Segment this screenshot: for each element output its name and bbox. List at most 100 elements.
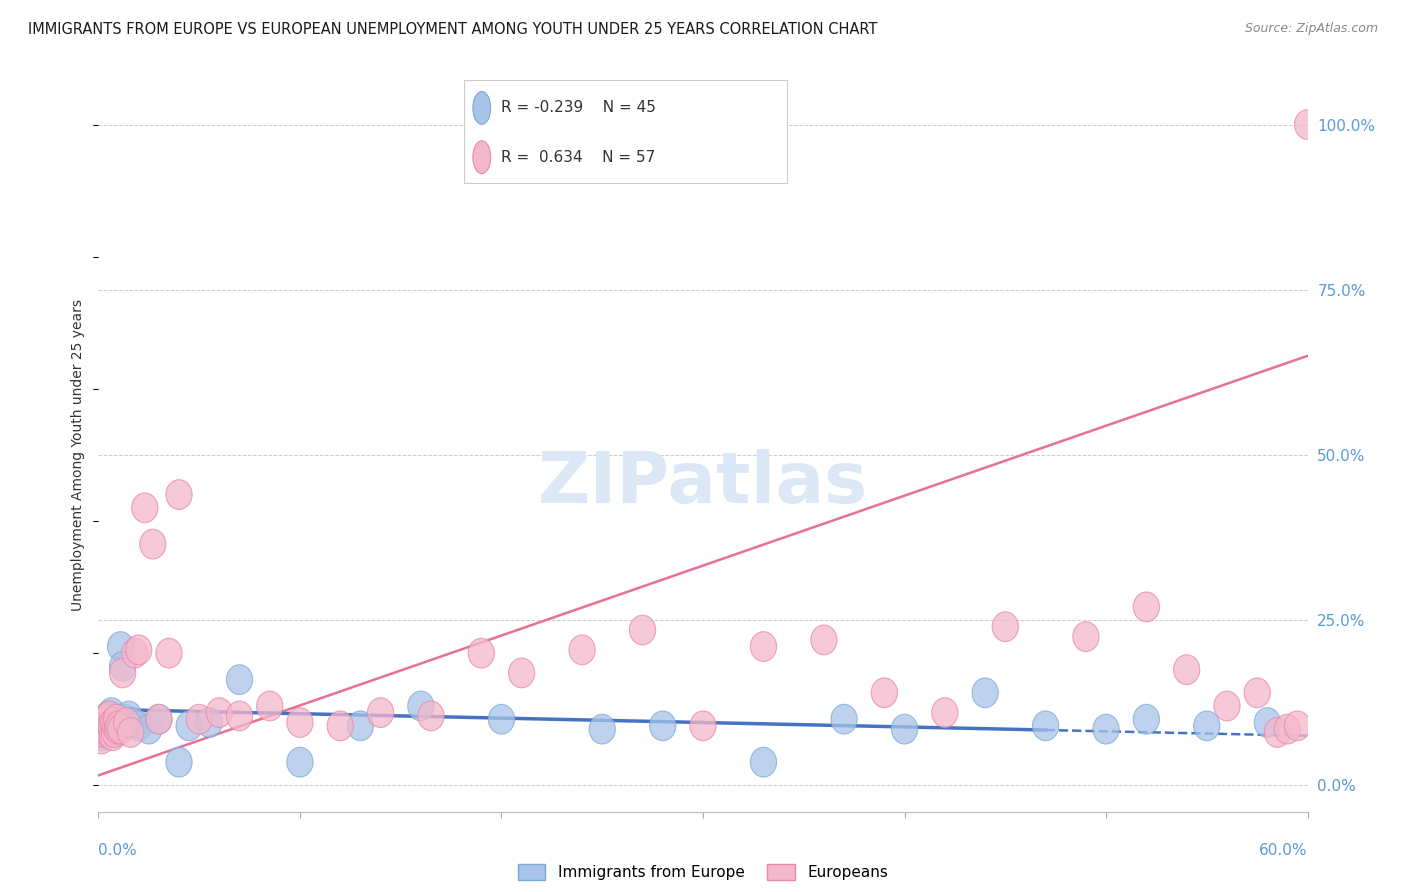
Ellipse shape	[114, 707, 139, 738]
Ellipse shape	[891, 714, 918, 744]
Ellipse shape	[139, 529, 166, 559]
Ellipse shape	[1133, 592, 1160, 622]
Ellipse shape	[87, 714, 114, 744]
Ellipse shape	[226, 701, 253, 731]
Ellipse shape	[347, 711, 374, 740]
Ellipse shape	[101, 717, 128, 747]
Ellipse shape	[166, 747, 193, 777]
Ellipse shape	[104, 714, 131, 744]
Ellipse shape	[125, 635, 152, 665]
Ellipse shape	[100, 717, 127, 747]
Ellipse shape	[93, 705, 120, 734]
Ellipse shape	[90, 717, 117, 747]
Ellipse shape	[97, 714, 124, 744]
Ellipse shape	[97, 711, 124, 740]
Ellipse shape	[328, 711, 353, 740]
Ellipse shape	[110, 658, 136, 688]
Ellipse shape	[93, 705, 118, 734]
Ellipse shape	[1213, 691, 1240, 721]
Ellipse shape	[100, 721, 125, 750]
Ellipse shape	[104, 705, 129, 734]
Ellipse shape	[93, 707, 120, 738]
Ellipse shape	[125, 711, 152, 740]
Ellipse shape	[1244, 678, 1270, 707]
Ellipse shape	[98, 714, 125, 744]
Ellipse shape	[104, 711, 131, 740]
Ellipse shape	[98, 698, 125, 728]
Ellipse shape	[257, 691, 283, 721]
Ellipse shape	[751, 632, 776, 661]
Ellipse shape	[91, 714, 118, 744]
Ellipse shape	[226, 665, 253, 695]
Ellipse shape	[90, 711, 115, 740]
Ellipse shape	[972, 678, 998, 707]
Ellipse shape	[569, 635, 595, 665]
Ellipse shape	[97, 701, 122, 731]
Ellipse shape	[287, 707, 314, 738]
Ellipse shape	[186, 705, 212, 734]
Ellipse shape	[103, 707, 129, 738]
Legend: Immigrants from Europe, Europeans: Immigrants from Europe, Europeans	[512, 858, 894, 886]
Ellipse shape	[811, 625, 837, 655]
Ellipse shape	[146, 705, 172, 734]
Ellipse shape	[115, 701, 142, 731]
Ellipse shape	[1032, 711, 1059, 740]
Ellipse shape	[104, 714, 129, 744]
Ellipse shape	[176, 711, 202, 740]
Ellipse shape	[94, 717, 121, 747]
Ellipse shape	[418, 701, 444, 731]
Ellipse shape	[690, 711, 716, 740]
Ellipse shape	[509, 658, 534, 688]
Ellipse shape	[103, 711, 129, 740]
Ellipse shape	[287, 747, 314, 777]
Ellipse shape	[132, 493, 157, 523]
Ellipse shape	[118, 717, 143, 747]
Ellipse shape	[96, 701, 121, 731]
Ellipse shape	[1274, 714, 1301, 744]
Ellipse shape	[100, 707, 127, 738]
Ellipse shape	[93, 714, 118, 744]
Ellipse shape	[146, 705, 172, 734]
Ellipse shape	[105, 705, 132, 734]
Ellipse shape	[831, 705, 858, 734]
Ellipse shape	[94, 711, 121, 740]
Ellipse shape	[1073, 622, 1099, 651]
Ellipse shape	[650, 711, 676, 740]
Ellipse shape	[1194, 711, 1220, 740]
Ellipse shape	[1133, 705, 1160, 734]
Text: Source: ZipAtlas.com: Source: ZipAtlas.com	[1244, 22, 1378, 36]
Ellipse shape	[110, 651, 136, 681]
Text: 0.0%: 0.0%	[98, 843, 138, 858]
Ellipse shape	[90, 711, 117, 740]
Ellipse shape	[107, 714, 134, 744]
Ellipse shape	[1092, 714, 1119, 744]
Ellipse shape	[107, 632, 134, 661]
Ellipse shape	[207, 698, 232, 728]
Ellipse shape	[166, 480, 193, 509]
Ellipse shape	[87, 717, 114, 747]
Ellipse shape	[89, 724, 114, 754]
Ellipse shape	[1295, 110, 1320, 139]
Ellipse shape	[156, 639, 181, 668]
Ellipse shape	[197, 707, 222, 738]
Ellipse shape	[408, 691, 434, 721]
Ellipse shape	[751, 747, 776, 777]
Ellipse shape	[120, 707, 146, 738]
Text: R =  0.634    N = 57: R = 0.634 N = 57	[501, 150, 655, 165]
Ellipse shape	[468, 639, 495, 668]
Ellipse shape	[121, 639, 148, 668]
Ellipse shape	[932, 698, 957, 728]
Text: ZIPatlas: ZIPatlas	[538, 449, 868, 518]
Ellipse shape	[1174, 655, 1199, 684]
Ellipse shape	[1254, 707, 1281, 738]
Ellipse shape	[1264, 717, 1291, 747]
Text: 60.0%: 60.0%	[1260, 843, 1308, 858]
Text: IMMIGRANTS FROM EUROPE VS EUROPEAN UNEMPLOYMENT AMONG YOUTH UNDER 25 YEARS CORRE: IMMIGRANTS FROM EUROPE VS EUROPEAN UNEMP…	[28, 22, 877, 37]
Ellipse shape	[1285, 711, 1310, 740]
Ellipse shape	[472, 141, 491, 174]
Ellipse shape	[872, 678, 897, 707]
Ellipse shape	[100, 711, 125, 740]
Ellipse shape	[96, 717, 121, 747]
Text: R = -0.239    N = 45: R = -0.239 N = 45	[501, 101, 657, 115]
Ellipse shape	[367, 698, 394, 728]
